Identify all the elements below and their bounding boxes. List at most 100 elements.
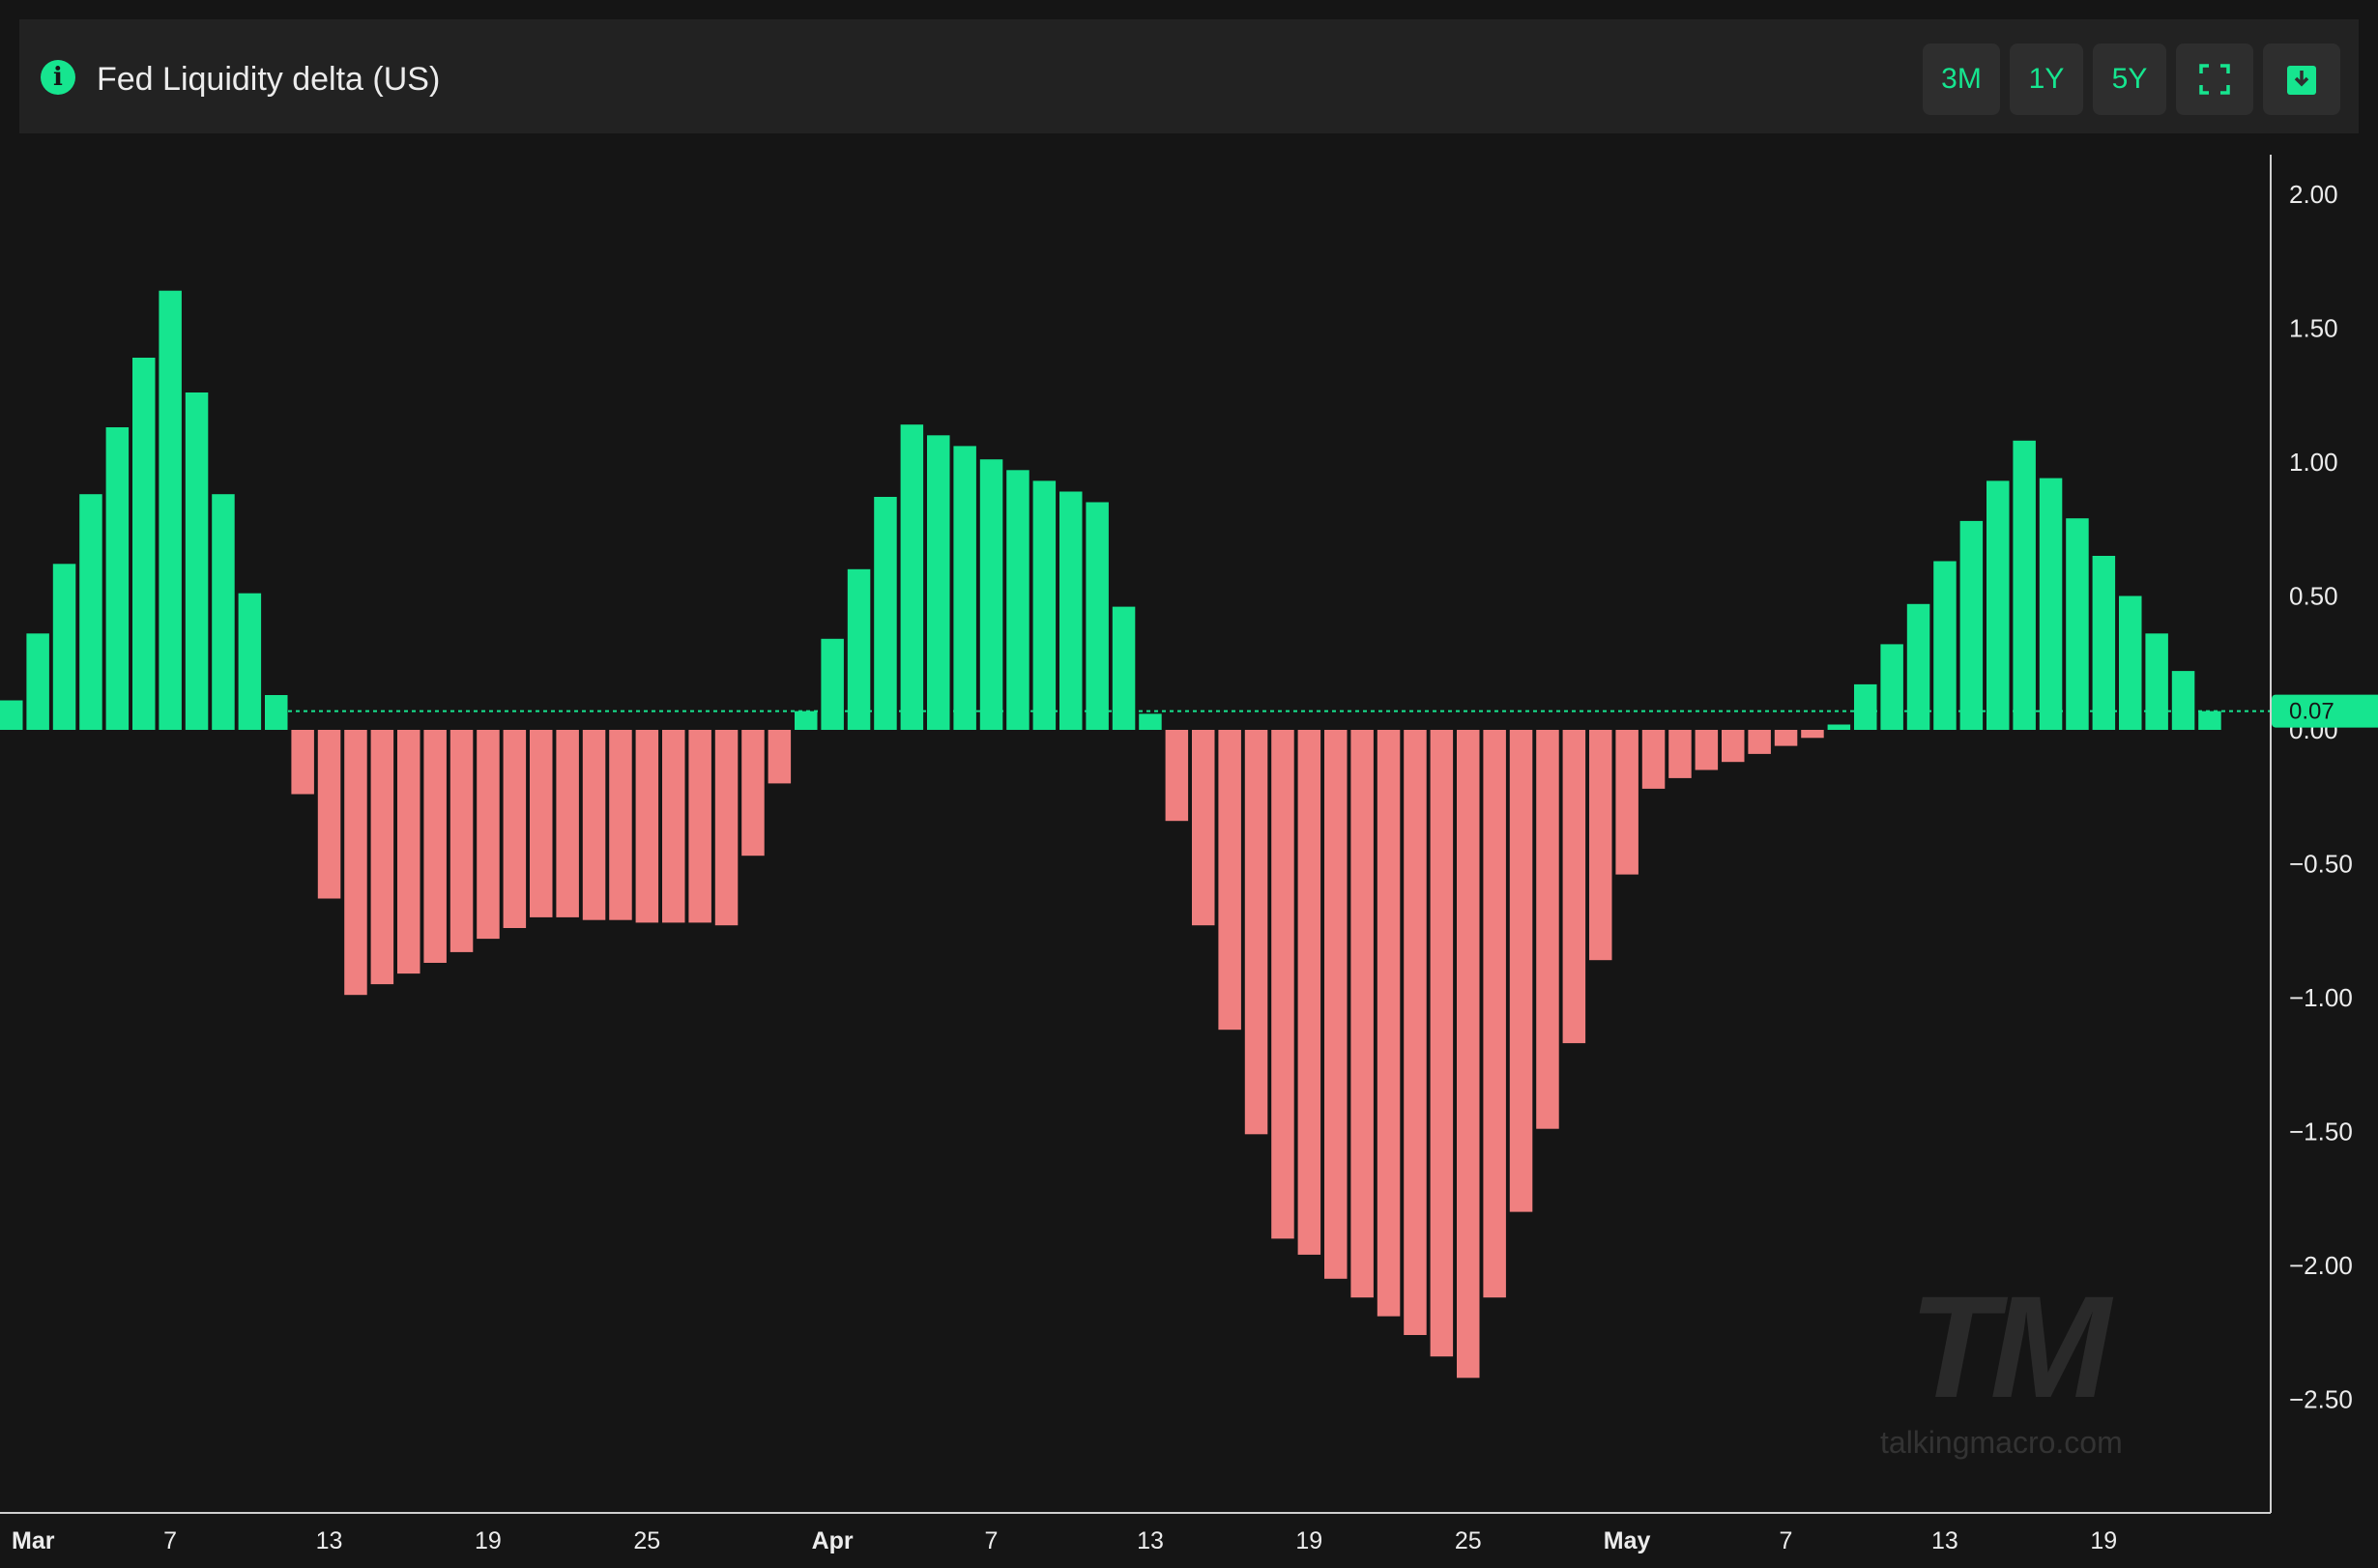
y-tick-label: −2.50 — [2289, 1385, 2353, 1414]
bar — [79, 494, 102, 730]
bar — [1959, 520, 1984, 730]
x-tick-label: 25 — [633, 1527, 660, 1554]
bar — [2039, 478, 2063, 730]
bar — [1615, 730, 1638, 875]
bar — [1324, 730, 1348, 1279]
bar — [530, 730, 553, 917]
bar — [1483, 730, 1506, 1298]
bar — [370, 730, 394, 985]
bar — [1404, 730, 1427, 1335]
bar — [1827, 724, 1851, 730]
bar — [423, 730, 447, 963]
y-tick-label: −1.50 — [2289, 1118, 2353, 1147]
range-1y-button[interactable]: 1Y — [2010, 44, 2083, 115]
bar — [1112, 606, 1136, 730]
x-tick-label: Mar — [12, 1527, 55, 1554]
range-5y-button[interactable]: 5Y — [2093, 44, 2166, 115]
bar — [2066, 518, 2089, 730]
bar — [1271, 730, 1294, 1239]
download-button[interactable] — [2263, 44, 2340, 115]
bar — [635, 730, 659, 923]
y-tick-label: 2.00 — [2289, 180, 2338, 209]
bar — [291, 730, 314, 795]
bar — [2092, 556, 2116, 730]
bar — [1801, 730, 1824, 739]
bar — [979, 459, 1003, 730]
bar — [714, 730, 739, 926]
bar — [556, 730, 579, 917]
bar — [1244, 730, 1268, 1135]
bar — [1562, 730, 1586, 1044]
bar — [1377, 730, 1401, 1317]
bar — [212, 494, 235, 730]
bar — [450, 730, 474, 952]
bar — [1906, 603, 1930, 730]
x-tick-label: Apr — [812, 1527, 854, 1554]
bar — [1457, 730, 1480, 1379]
bar — [2119, 595, 2142, 730]
bar — [1854, 683, 1877, 730]
bar — [1933, 561, 1957, 730]
bar — [132, 358, 156, 730]
last-value-label: 0.07 — [2272, 694, 2378, 728]
bar — [874, 497, 897, 730]
bar — [185, 392, 209, 730]
bar — [317, 730, 341, 899]
x-tick-label: 7 — [985, 1527, 999, 1554]
fullscreen-icon — [2199, 64, 2230, 95]
bar — [52, 564, 76, 730]
bar — [2198, 711, 2221, 730]
chart-title: Fed Liquidity delta (US) — [97, 61, 441, 98]
bar — [795, 711, 818, 730]
x-tick-label: 7 — [1780, 1527, 1793, 1554]
bar — [821, 638, 844, 730]
watermark-logo: TM — [1909, 1265, 2111, 1428]
bar — [741, 730, 765, 857]
y-tick-label: −2.00 — [2289, 1251, 2353, 1280]
x-tick-label: 7 — [163, 1527, 177, 1554]
x-tick-label: May — [1604, 1527, 1651, 1554]
x-tick-label: 19 — [2090, 1527, 2117, 1554]
bar — [768, 730, 792, 784]
bar — [1430, 730, 1454, 1357]
bar — [105, 427, 130, 730]
watermark-site: talkingmacro.com — [1880, 1425, 2123, 1460]
bar — [1086, 502, 1109, 730]
last-value-badge — [2272, 694, 2378, 728]
y-tick-label: −1.00 — [2289, 983, 2353, 1012]
x-tick-label: 19 — [1295, 1527, 1322, 1554]
bar — [1722, 730, 1745, 763]
bar — [1774, 730, 1798, 746]
bar — [477, 730, 500, 940]
bar — [609, 730, 632, 920]
bar — [1350, 730, 1374, 1298]
download-icon — [2287, 66, 2316, 95]
y-tick-label: 1.00 — [2289, 448, 2338, 477]
bar — [503, 730, 527, 928]
bar — [1165, 730, 1189, 822]
bar — [1509, 730, 1533, 1212]
bar — [953, 446, 976, 730]
bar — [1695, 730, 1719, 770]
bar — [26, 633, 49, 730]
y-tick-label: −0.50 — [2289, 850, 2353, 879]
info-icon[interactable]: i — [41, 60, 75, 95]
range-3m-button[interactable]: 3M — [1923, 44, 2000, 115]
chart-header: i Fed Liquidity delta (US) 3M 1Y 5Y — [19, 19, 2359, 133]
x-tick-label: 13 — [316, 1527, 343, 1554]
bar — [2013, 440, 2036, 730]
fullscreen-button[interactable] — [2176, 44, 2253, 115]
last-value-text: 0.07 — [2289, 699, 2334, 725]
bar — [688, 730, 711, 923]
y-tick-label: 1.50 — [2289, 314, 2338, 343]
bar — [2145, 633, 2168, 730]
bar — [1139, 713, 1162, 730]
y-tick-label: 0.50 — [2289, 582, 2338, 611]
bar — [1986, 480, 2010, 730]
bar — [1006, 470, 1030, 730]
bar — [1536, 730, 1559, 1129]
x-tick-label: 13 — [1137, 1527, 1164, 1554]
bar — [1297, 730, 1321, 1255]
bar — [847, 568, 871, 730]
bar — [927, 435, 950, 730]
